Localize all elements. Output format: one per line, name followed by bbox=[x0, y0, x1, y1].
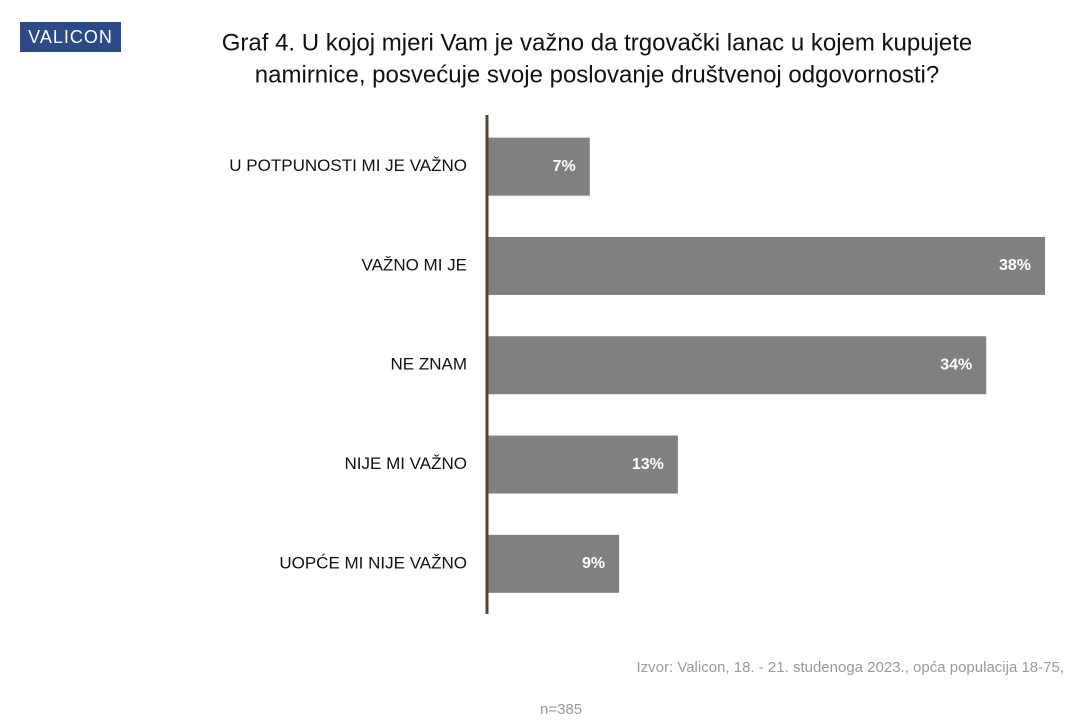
logo-text: VALICON bbox=[28, 27, 113, 47]
value-label: 9% bbox=[582, 555, 605, 572]
bar bbox=[487, 435, 678, 494]
bar bbox=[487, 137, 590, 196]
value-label: 13% bbox=[632, 456, 664, 473]
category-label: NE ZNAM bbox=[391, 355, 468, 374]
chart-title: namirnice, posvećuje svoje poslovanje dr… bbox=[255, 61, 939, 88]
source: n=385 bbox=[540, 701, 582, 718]
value-label: 38% bbox=[999, 257, 1031, 274]
bar bbox=[487, 534, 620, 593]
category-label: UOPĆE MI NIJE VAŽNO bbox=[279, 553, 467, 572]
category-label: U POTPUNOSTI MI JE VAŽNO bbox=[229, 156, 467, 175]
value-label: 34% bbox=[940, 356, 972, 373]
value-label: 7% bbox=[553, 158, 576, 175]
category-label: VAŽNO MI JE bbox=[362, 255, 467, 274]
category-label: NIJE MI VAŽNO bbox=[345, 454, 467, 473]
chart-title: Graf 4. U kojoj mjeri Vam je važno da tr… bbox=[222, 29, 973, 56]
source: Izvor: Valicon, 18. - 21. studenoga 2023… bbox=[636, 659, 1064, 676]
bar bbox=[487, 236, 1045, 295]
logo-box bbox=[20, 22, 121, 52]
bar bbox=[487, 336, 987, 395]
